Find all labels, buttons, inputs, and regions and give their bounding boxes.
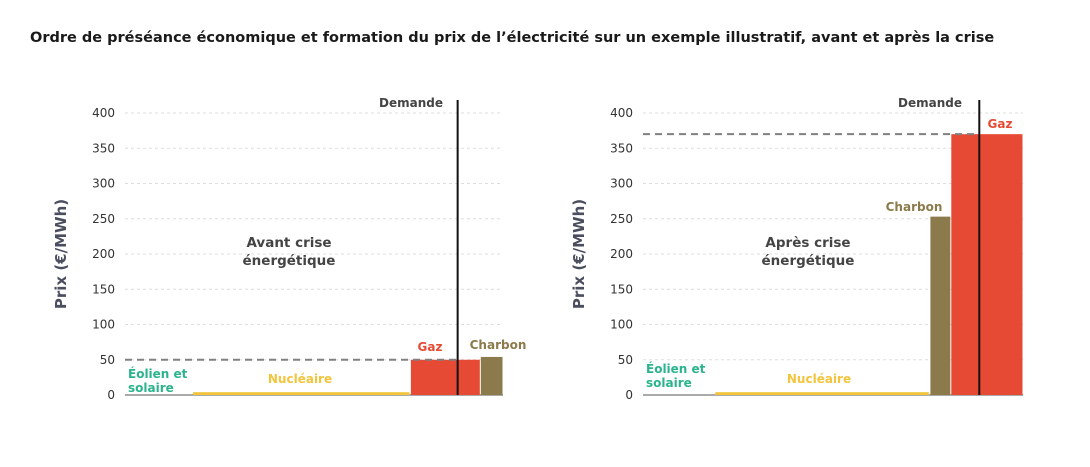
chart-panel-2: 0 50 100 150 200 250 300 350 400 Prix (€/MWh) Dema… [570,96,1023,402]
y-tick-label: 0 [625,388,633,402]
demand-label: Demande [898,96,962,110]
label-charbon: Charbon [886,200,943,214]
annotation-text: Après crise [765,235,850,251]
bar-nucleaire [193,392,410,395]
y-tick-label: 200 [92,247,115,261]
y-tick-label: 300 [610,177,633,191]
y-tick-label: 400 [92,106,115,120]
y-tick-label: 150 [610,282,633,296]
label-gaz: Gaz [988,117,1013,131]
chart-panel-1: 0 50 100 150 200 250 300 350 400 Prix (€/MWh) Dema… [52,96,526,402]
y-tick-label: 250 [610,212,633,226]
annotation-text: énergétique [243,253,336,269]
y-tick-label: 100 [92,318,115,332]
annotation-text: énergétique [762,253,855,269]
y-axis-label: Prix (€/MWh) [52,199,70,309]
label-eolien: solaire [646,376,692,390]
label-eolien: solaire [128,381,174,395]
label-nucleaire: Nucléaire [268,372,332,386]
bar-gaz [410,359,480,395]
label-eolien: Éolien et [128,366,188,381]
label-nucleaire: Nucléaire [787,372,851,386]
label-gaz: Gaz [418,340,443,354]
y-tick-label: 400 [610,106,633,120]
chart-title: Ordre de préséance économique et formati… [30,30,995,46]
y-tick-label: 350 [92,141,115,155]
label-eolien: Éolien et [646,361,706,376]
y-tick-label: 0 [107,388,115,402]
y-tick-label: 50 [618,353,633,367]
label-charbon: Charbon [470,338,527,352]
y-tick-label: 50 [100,353,115,367]
y-tick-label: 150 [92,282,115,296]
y-tick-label: 200 [610,247,633,261]
y-tick-label: 250 [92,212,115,226]
bar-nucleaire [715,392,929,395]
bar-charbon [930,216,951,395]
annotation-text: Avant crise [246,235,331,251]
y-tick-label: 100 [610,318,633,332]
y-axis-label: Prix (€/MWh) [570,199,588,309]
y-tick-label: 350 [610,141,633,155]
bar-gaz [951,134,1023,395]
y-tick-label: 300 [92,177,115,191]
demand-label: Demande [379,96,443,110]
bar-charbon [480,356,503,395]
